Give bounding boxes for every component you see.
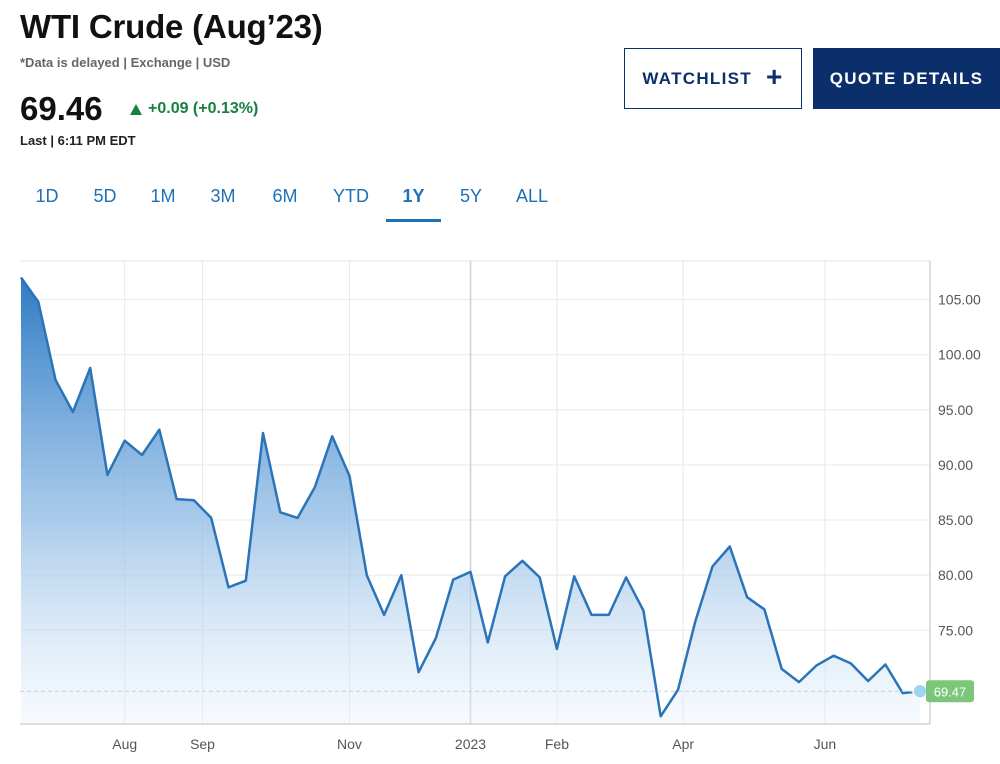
y-tick-label: 75.00: [938, 622, 973, 638]
tab-1m[interactable]: 1M: [150, 186, 176, 206]
chart-tick-labels: 105.00 100.00 95.00 90.00 85.00 80.00 75.00 Aug…: [112, 292, 981, 752]
last-value-label: 69.47: [934, 684, 967, 699]
chart-last-marker: 69.47: [20, 680, 974, 703]
x-tick-label: Jun: [814, 736, 837, 752]
tab-1d[interactable]: 1D: [35, 186, 59, 206]
tab-ytd[interactable]: YTD: [333, 186, 369, 206]
chart-area-layer: [21, 277, 920, 724]
y-tick-label: 80.00: [938, 567, 973, 583]
y-tick-label: 100.00: [938, 347, 981, 363]
y-tick-label: 95.00: [938, 402, 973, 418]
tab-1y[interactable]: 1Y: [386, 178, 441, 222]
tab-6m[interactable]: 6M: [272, 186, 298, 206]
chart-axes: [20, 260, 931, 725]
last-value-dot: [912, 683, 928, 700]
quote-details-button[interactable]: QUOTE DETAILS: [813, 48, 1000, 109]
x-tick-label: Apr: [672, 736, 694, 752]
last-update-time: Last | 6:11 PM EDT: [20, 133, 136, 148]
price-change: +0.09 (+0.13%): [130, 100, 258, 118]
chart-line-layer: [19, 276, 921, 718]
quote-details-button-label: QUOTE DETAILS: [829, 68, 984, 88]
last-value-badge: [926, 680, 974, 703]
x-tick-label: Nov: [337, 736, 362, 752]
price-change-value: +0.09 (+0.13%): [148, 100, 259, 117]
tab-5y[interactable]: 5Y: [459, 186, 483, 206]
x-tick-label: 2023: [455, 736, 486, 752]
tab-all[interactable]: ALL: [515, 186, 549, 206]
y-tick-label: 85.00: [938, 512, 973, 528]
tab-5d[interactable]: 5D: [93, 186, 117, 206]
price-area: [21, 277, 920, 724]
y-tick-label: 105.00: [938, 292, 981, 308]
last-price: 69.46: [20, 90, 103, 127]
up-arrow-icon: [130, 103, 142, 115]
tab-3m[interactable]: 3M: [210, 186, 236, 206]
x-tick-label: Feb: [545, 736, 569, 752]
watchlist-button[interactable]: WATCHLIST +: [624, 48, 802, 109]
price-chart: 105.00 100.00 95.00 90.00 85.00 80.00 75.00 Aug…: [19, 260, 981, 752]
watchlist-button-label: WATCHLIST: [642, 68, 752, 88]
x-tick-label: Sep: [190, 736, 215, 752]
plus-icon: +: [765, 61, 784, 92]
y-tick-label: 90.00: [938, 457, 973, 473]
x-tick-label: Aug: [112, 736, 137, 752]
price-line: [19, 276, 921, 718]
instrument-title: WTI Crude (Aug’23): [20, 8, 323, 45]
data-delay-note: *Data is delayed | Exchange | USD: [20, 55, 231, 70]
